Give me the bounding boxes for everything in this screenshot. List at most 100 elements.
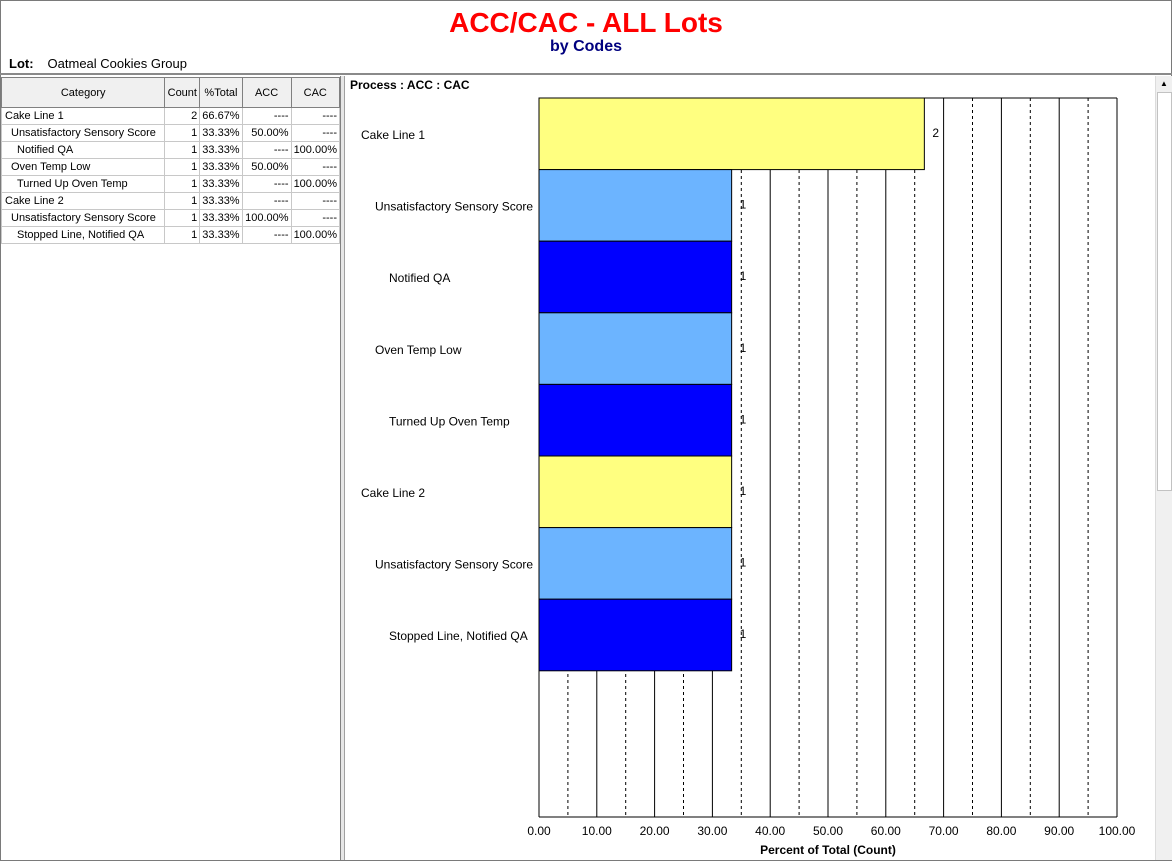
lot-value: Oatmeal Cookies Group: [47, 56, 187, 71]
table-row[interactable]: Stopped Line, Notified QA 1 33.33% ---- 100.…: [0, 226, 341, 244]
pct-total-cell: 33.33%: [199, 209, 243, 227]
bar-data-label: 2: [932, 126, 939, 140]
bar-data-label: 1: [740, 412, 747, 426]
column-header-count[interactable]: Count: [164, 77, 201, 108]
category-label: Stopped Line, Notified QA: [389, 629, 528, 643]
bar: [538, 455, 733, 529]
count-cell: 1: [164, 209, 201, 227]
bar: [538, 240, 733, 314]
table-row[interactable]: Cake Line 2 1 33.33% ---- ----: [0, 192, 341, 210]
bar: [538, 169, 733, 242]
pct-total-cell: 33.33%: [199, 175, 243, 193]
acc-cell: ----: [241, 107, 292, 125]
bar-data-label: 1: [740, 341, 747, 355]
lot-info: Lot: Oatmeal Cookies Group: [9, 56, 187, 71]
x-tick-label: 40.00: [755, 824, 785, 838]
bar-data-label: 1: [740, 627, 747, 641]
category-label: Notified QA: [389, 271, 450, 285]
pct-total-cell: 33.33%: [199, 141, 243, 159]
pareto-bar-chart: 2 Cake Line 1 1 Unsatisfactory Sensory Scor…: [361, 97, 1136, 857]
column-header-category[interactable]: Category: [0, 77, 166, 108]
pct-total-cell: 33.33%: [199, 192, 243, 210]
pct-total-cell: 33.33%: [199, 124, 243, 142]
column-header-pct-total[interactable]: %Total: [199, 77, 243, 108]
cac-cell: ----: [290, 158, 341, 176]
table-row[interactable]: Unsatisfactory Sensory Score 1 33.33% 50.00…: [0, 124, 341, 142]
x-axis-title: Percent of Total (Count): [760, 843, 896, 857]
x-tick-label: 10.00: [582, 824, 612, 838]
count-cell: 1: [164, 141, 201, 159]
table-row[interactable]: Unsatisfactory Sensory Score 1 33.33% 100.0…: [0, 209, 341, 227]
category-cell: Cake Line 2: [0, 192, 166, 210]
acc-cell: ----: [241, 226, 292, 244]
report-subtitle: by Codes: [549, 38, 622, 55]
category-cell: Turned Up Oven Temp: [0, 175, 166, 193]
count-cell: 1: [164, 158, 201, 176]
x-tick-label: 50.00: [813, 824, 843, 838]
count-cell: 2: [164, 107, 201, 125]
chart-pane: Process : ACC : CAC 2 Cake Line 1 1 Unsatis…: [345, 76, 1155, 860]
bar-data-label: 1: [740, 269, 747, 283]
count-cell: 1: [164, 124, 201, 142]
bar: [538, 598, 733, 672]
pct-total-cell: 33.33%: [199, 158, 243, 176]
bar: [538, 383, 733, 457]
category-label: Unsatisfactory Sensory Score: [375, 558, 533, 572]
table-row[interactable]: Notified QA 1 33.33% ---- 100.00%: [0, 141, 341, 159]
column-header-cac[interactable]: CAC: [290, 77, 341, 108]
x-tick-label: 90.00: [1044, 824, 1074, 838]
cac-cell: 100.00%: [290, 226, 341, 244]
acc-cell: ----: [241, 141, 292, 159]
bar: [538, 527, 733, 600]
category-label: Turned Up Oven Temp: [389, 414, 510, 428]
bar: [538, 312, 733, 385]
cac-cell: 100.00%: [290, 141, 341, 159]
x-tick-label: 60.00: [871, 824, 901, 838]
bar-data-label: 1: [740, 556, 747, 570]
x-tick-label: 80.00: [986, 824, 1016, 838]
category-cell: Unsatisfactory Sensory Score: [0, 124, 166, 142]
table-row[interactable]: Oven Temp Low 1 33.33% 50.00% ----: [0, 158, 341, 176]
x-tick-label: 100.00: [1099, 824, 1136, 838]
cac-cell: ----: [290, 107, 341, 125]
pct-total-cell: 66.67%: [199, 107, 243, 125]
x-tick-label: 0.00: [527, 824, 551, 838]
category-cell: Oven Temp Low: [0, 158, 166, 176]
report-title: ACC/CAC - ALL Lots: [449, 7, 723, 38]
acc-cell: ----: [241, 175, 292, 193]
summary-table: Category Count %Total ACC CAC Cake Line …: [0, 77, 341, 244]
scrollbar-thumb[interactable]: [1157, 92, 1172, 491]
category-label: Unsatisfactory Sensory Score: [375, 200, 533, 214]
acc-cell: ----: [241, 192, 292, 210]
header-divider: [0, 73, 1172, 75]
table-row[interactable]: Cake Line 1 2 66.67% ---- ----: [0, 107, 341, 125]
lot-label: Lot:: [9, 56, 34, 71]
summary-table-pane: Category Count %Total ACC CAC Cake Line …: [0, 76, 341, 860]
category-cell: Cake Line 1: [0, 107, 166, 125]
acc-cell: 50.00%: [241, 158, 292, 176]
scroll-up-arrow-icon[interactable]: ▲: [1160, 79, 1168, 88]
cac-cell: 100.00%: [290, 175, 341, 193]
column-header-acc[interactable]: ACC: [241, 77, 292, 108]
table-header-row: Category Count %Total ACC CAC: [0, 77, 341, 108]
vertical-scrollbar[interactable]: ▲: [1155, 76, 1172, 860]
x-tick-label: 30.00: [697, 824, 727, 838]
category-label: Cake Line 2: [361, 486, 425, 500]
pct-total-cell: 33.33%: [199, 226, 243, 244]
count-cell: 1: [164, 226, 201, 244]
bar-data-label: 1: [740, 198, 747, 212]
category-label: Cake Line 1: [361, 128, 425, 142]
x-tick-label: 20.00: [640, 824, 670, 838]
bar-data-label: 1: [740, 484, 747, 498]
count-cell: 1: [164, 175, 201, 193]
cac-cell: ----: [290, 124, 341, 142]
acc-cell: 100.00%: [241, 209, 292, 227]
pane-splitter[interactable]: [341, 76, 345, 860]
category-cell: Stopped Line, Notified QA: [0, 226, 166, 244]
count-cell: 1: [164, 192, 201, 210]
acc-cell: 50.00%: [241, 124, 292, 142]
x-tick-label: 70.00: [929, 824, 959, 838]
cac-cell: ----: [290, 209, 341, 227]
table-row[interactable]: Turned Up Oven Temp 1 33.33% ---- 100.00%: [0, 175, 341, 193]
category-cell: Notified QA: [0, 141, 166, 159]
